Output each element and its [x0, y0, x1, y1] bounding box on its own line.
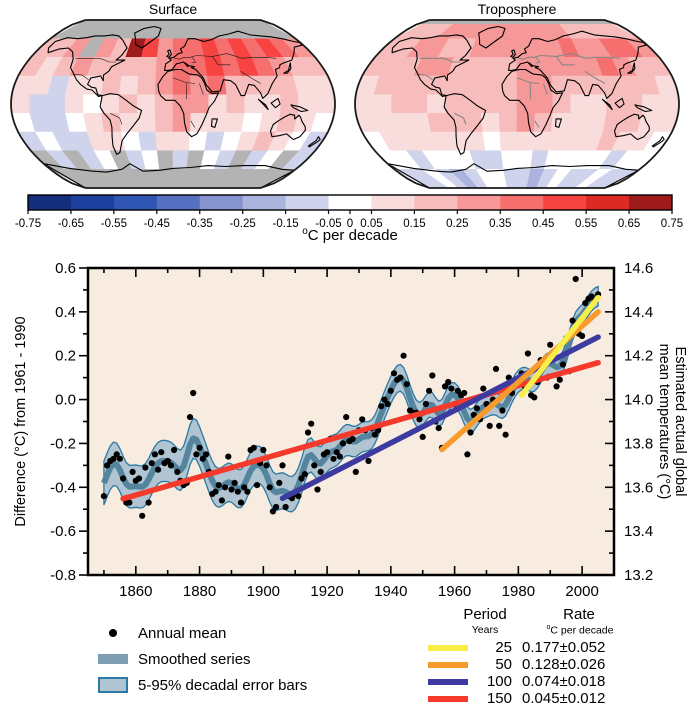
svg-text:0.55: 0.55 — [575, 218, 597, 230]
svg-text:0: 0 — [347, 218, 353, 230]
svg-text:0.0: 0.0 — [55, 392, 76, 409]
svg-text:0.75: 0.75 — [661, 218, 683, 230]
svg-text:-0.05: -0.05 — [315, 218, 341, 230]
svg-text:13.8: 13.8 — [624, 435, 653, 452]
surface-trend-map — [10, 19, 336, 189]
rate-row-50yr: 50 0.128±0.026 — [424, 656, 694, 673]
trend-grid-cells — [355, 20, 679, 188]
trend-50yr-line-swatch — [428, 662, 468, 668]
svg-text:1980: 1980 — [502, 583, 535, 600]
rate-row-50yr-period: 50 — [495, 656, 512, 673]
svg-text:-0.75: -0.75 — [15, 218, 41, 230]
axis-tick-labels: -0.8 -0.6 -0.4 -0.2 0.0 0.2 0.4 0.6 13.2 13.4 13.6… — [50, 260, 653, 600]
trend-100yr-line-swatch — [428, 679, 468, 685]
svg-text:1860: 1860 — [119, 583, 152, 600]
svg-text:-0.15: -0.15 — [272, 218, 298, 230]
svg-text:0.35: 0.35 — [489, 218, 511, 230]
degree-superscript: o — [302, 226, 308, 237]
plot-background — [88, 268, 614, 575]
trend-colorbar: -0.75 -0.65 -0.55 -0.45 -0.35 -0.25 -0.15 -0.05… — [15, 194, 683, 230]
rate-row-150yr-rate: 0.045±0.012 — [522, 690, 606, 705]
smoothed-series-swatch-icon — [96, 654, 130, 664]
trend-line-150yr — [120, 359, 601, 502]
rate-table-header-rate: Rate — [563, 606, 595, 623]
svg-text:-0.2: -0.2 — [50, 435, 76, 452]
rate-table-header-period: Period — [463, 606, 507, 623]
svg-text:-0.55: -0.55 — [101, 218, 127, 230]
trend-25yr-line-swatch — [428, 645, 468, 651]
troposphere-trend-map — [354, 19, 680, 189]
right-axis-label-line1: Estimated actual global — [672, 347, 688, 497]
svg-text:1960: 1960 — [438, 583, 471, 600]
rate-table-sub-units: oC per decade — [546, 624, 614, 637]
svg-text:13.4: 13.4 — [624, 523, 653, 540]
svg-text:-0.6: -0.6 — [50, 523, 76, 540]
colorbar-caption: oC per decade — [302, 226, 398, 244]
svg-text:0.6: 0.6 — [55, 260, 76, 277]
map-outline — [354, 19, 680, 189]
trend-150yr-line-swatch — [428, 696, 468, 702]
rate-row-50yr-rate: 0.128±0.026 — [522, 656, 606, 673]
rate-row-150yr: 150 0.045±0.012 — [424, 690, 694, 705]
legend-item-smoothed-series: Smoothed series — [96, 646, 396, 672]
svg-text:0.25: 0.25 — [446, 218, 468, 230]
svg-text:13.2: 13.2 — [624, 567, 653, 584]
left-axis-label: Difference (°C) from 1961 - 1990 — [13, 316, 29, 526]
svg-text:14.6: 14.6 — [624, 260, 653, 277]
svg-text:2000: 2000 — [565, 583, 598, 600]
svg-text:13.6: 13.6 — [624, 479, 653, 496]
svg-text:1920: 1920 — [310, 583, 343, 600]
trend-grid-cells — [11, 20, 335, 188]
svg-text:-0.65: -0.65 — [58, 218, 84, 230]
right-axis-label-line2: mean temperatures (°C) — [656, 344, 672, 500]
coastlines — [43, 25, 321, 188]
troposphere-map-title: Troposphere — [477, 1, 557, 17]
legend-label-smoothed-series: Smoothed series — [138, 650, 251, 668]
svg-text:-0.4: -0.4 — [50, 479, 76, 496]
axis-ticks — [79, 267, 615, 576]
svg-text:0.65: 0.65 — [618, 218, 640, 230]
legend-label-error-bars: 5-95% decadal error bars — [138, 676, 308, 694]
chart-legend: Annual mean Smoothed series 5-95% decada… — [96, 620, 396, 698]
svg-text:1900: 1900 — [247, 583, 280, 600]
country-borders — [416, 53, 621, 128]
map-outline — [10, 19, 336, 189]
trend-line-25yr — [518, 294, 601, 398]
legend-label-annual-mean: Annual mean — [138, 624, 227, 642]
svg-text:0.2: 0.2 — [55, 348, 76, 365]
svg-text:14.0: 14.0 — [624, 392, 653, 409]
svg-text:-0.8: -0.8 — [50, 567, 76, 584]
rate-row-100yr-period: 100 — [486, 673, 512, 690]
legend-item-error-bars: 5-95% decadal error bars — [96, 672, 396, 698]
svg-text:1880: 1880 — [183, 583, 216, 600]
svg-text:1940: 1940 — [374, 583, 407, 600]
surface-map-title: Surface — [148, 1, 198, 17]
error-band-swatch-icon — [96, 677, 130, 693]
rate-row-25yr-rate: 0.177±0.052 — [522, 639, 606, 656]
svg-text:-0.35: -0.35 — [187, 218, 213, 230]
annual-mean-dot-icon — [96, 629, 130, 637]
svg-text:0.4: 0.4 — [55, 304, 76, 321]
rate-row-25yr: 25 0.177±0.052 — [424, 639, 694, 656]
svg-text:14.4: 14.4 — [624, 304, 653, 321]
svg-text:-0.45: -0.45 — [144, 218, 170, 230]
svg-text:0.15: 0.15 — [403, 218, 425, 230]
svg-text:14.2: 14.2 — [624, 348, 653, 365]
svg-text:0.05: 0.05 — [360, 218, 382, 230]
legend-item-annual-mean: Annual mean — [96, 620, 396, 646]
global-temperature-timeseries-chart: -0.8 -0.6 -0.4 -0.2 0.0 0.2 0.4 0.6 13.2 13.4 13.6… — [13, 260, 688, 600]
coastlines — [387, 25, 665, 188]
rate-row-100yr-rate: 0.074±0.018 — [522, 673, 606, 690]
rate-row-25yr-period: 25 — [495, 639, 512, 656]
rate-row-100yr: 100 0.074±0.018 — [424, 673, 694, 690]
rate-row-150yr-period: 150 — [486, 690, 512, 705]
country-borders — [72, 53, 277, 128]
annual-mean-dots — [100, 275, 602, 519]
svg-text:0.45: 0.45 — [532, 218, 554, 230]
svg-text:-0.25: -0.25 — [230, 218, 256, 230]
rate-table-sub-years: Years — [471, 624, 499, 636]
